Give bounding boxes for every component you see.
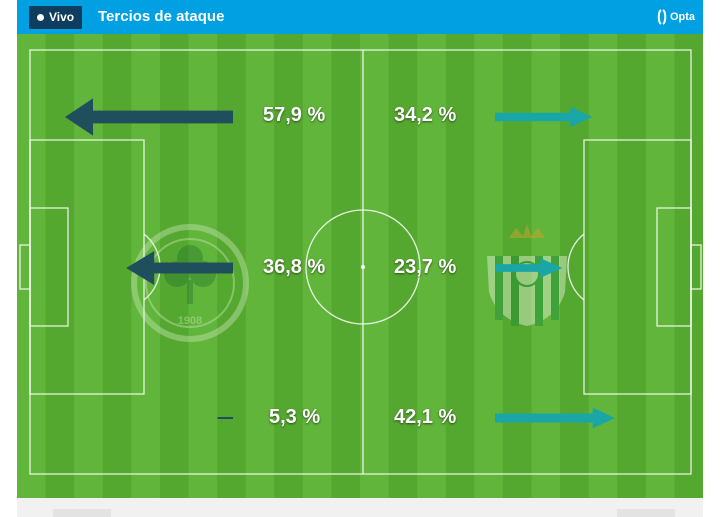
opta-bracket-icon [657, 9, 667, 25]
center-circle [305, 209, 421, 325]
prev-button[interactable] [53, 509, 111, 517]
home-top-third-value: 57,9 % [263, 104, 326, 126]
pitch-stripe [17, 34, 47, 498]
live-badge[interactable]: Vivo [29, 6, 83, 29]
brand-label: Opta [669, 11, 695, 23]
home-bottom-third-value: 5,3 % [269, 406, 321, 428]
pitch-stripe [331, 34, 361, 498]
football-pitch: 1908 57,9 % 34,2 % 36,8 % 23,7 % 5,3 % 4… [17, 34, 703, 498]
home-attack-arrow [217, 417, 233, 419]
home-attack-arrow [126, 251, 233, 285]
pitch-stripe [417, 34, 447, 498]
pitch-stripe [617, 34, 647, 498]
header-bar: Vivo Tercios de ataque Opta [17, 0, 703, 34]
away-attack-arrow [495, 407, 615, 429]
footer-bar [17, 498, 703, 517]
away-attack-arrow [495, 106, 593, 128]
pitch-graphic: 1908 [17, 34, 703, 498]
home-attack-arrow [65, 98, 233, 136]
home-middle-third-value: 36,8 % [263, 256, 326, 278]
left-goal [19, 244, 31, 290]
svg-text:1908: 1908 [178, 315, 202, 327]
pitch-stripe [388, 34, 418, 498]
pitch-stripe [360, 34, 390, 498]
next-button[interactable] [617, 509, 675, 517]
away-top-third-value: 34,2 % [394, 104, 457, 126]
pitch-stripe [274, 34, 304, 498]
center-spot [361, 265, 365, 269]
live-label: Vivo [49, 10, 75, 24]
live-dot-icon [37, 14, 44, 21]
pitch-stripe [245, 34, 275, 498]
pitch-stripe [102, 34, 132, 498]
widget-title: Tercios de ataque [98, 8, 225, 25]
right-penalty-arc [567, 233, 585, 301]
pitch-stripe [588, 34, 618, 498]
away-bottom-third-value: 42,1 % [394, 406, 457, 428]
away-attack-arrow [495, 258, 563, 278]
away-middle-third-value: 23,7 % [394, 256, 457, 278]
right-goal [690, 244, 702, 290]
pitch-stripe [302, 34, 332, 498]
opta-logo[interactable]: Opta [657, 0, 695, 34]
pitch-stripe [674, 34, 703, 498]
pitch-stripe [445, 34, 475, 498]
pitch-stripe [45, 34, 75, 498]
pitch-stripe [645, 34, 675, 498]
